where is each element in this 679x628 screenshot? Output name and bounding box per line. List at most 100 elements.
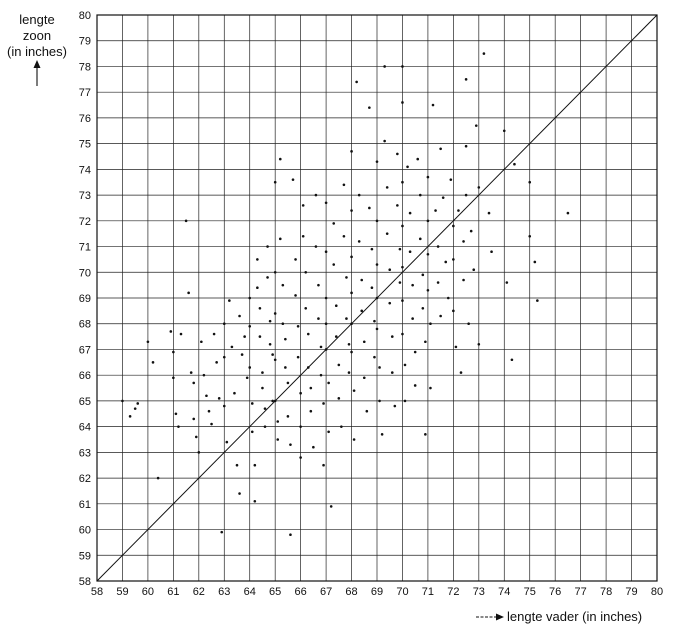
y-tick-label: 59 — [79, 550, 91, 562]
x-tick-label: 75 — [524, 586, 536, 598]
data-point — [462, 240, 465, 243]
data-point — [334, 335, 338, 338]
data-point — [271, 353, 274, 356]
data-point — [222, 355, 226, 359]
data-point — [360, 309, 364, 313]
data-point — [375, 263, 379, 266]
data-point — [314, 193, 318, 197]
data-point — [296, 355, 300, 359]
x-tick-label: 64 — [244, 586, 256, 598]
data-point — [352, 438, 356, 441]
data-point — [421, 306, 425, 310]
data-point — [385, 232, 389, 235]
data-point — [299, 425, 302, 428]
y-tick-label: 62 — [79, 473, 91, 485]
data-point — [416, 157, 420, 161]
data-point — [189, 371, 193, 374]
data-point — [401, 265, 404, 269]
data-point — [472, 268, 476, 272]
data-point — [258, 335, 262, 338]
data-point — [284, 366, 287, 369]
data-point — [281, 283, 285, 287]
data-point — [469, 229, 473, 233]
data-point — [362, 376, 366, 380]
data-point — [296, 325, 300, 328]
x-tick-label: 79 — [625, 586, 637, 598]
data-point — [370, 247, 374, 251]
x-tick-label: 71 — [422, 586, 434, 598]
data-point — [566, 211, 570, 215]
data-point — [452, 224, 455, 228]
data-point — [408, 211, 412, 215]
data-point — [373, 319, 376, 323]
x-tick-label: 70 — [396, 586, 408, 598]
data-point — [426, 252, 430, 256]
data-point — [411, 317, 414, 320]
x-tick-label: 68 — [345, 586, 357, 598]
data-point — [340, 425, 343, 428]
data-point — [256, 286, 259, 290]
data-point — [273, 180, 277, 184]
data-point — [215, 361, 218, 364]
data-point — [121, 399, 124, 403]
data-point — [505, 281, 509, 284]
y-tick-label: 80 — [79, 10, 91, 22]
data-point — [322, 402, 325, 405]
data-point — [263, 425, 267, 428]
data-point — [357, 240, 361, 243]
data-point — [362, 340, 366, 344]
data-point — [238, 314, 241, 318]
y-tick-label: 71 — [79, 242, 91, 254]
data-point — [332, 222, 336, 225]
data-point — [426, 175, 430, 179]
data-point — [375, 219, 379, 223]
data-point — [172, 350, 175, 354]
data-point — [324, 322, 328, 326]
data-point — [309, 386, 313, 390]
data-point — [411, 283, 414, 287]
y-tick-label: 64 — [79, 422, 91, 434]
x-tick-label: 60 — [142, 586, 154, 598]
data-point — [350, 350, 353, 354]
data-point — [263, 407, 267, 410]
data-point — [464, 193, 468, 197]
y-tick-label: 73 — [79, 190, 91, 202]
data-point — [222, 322, 226, 326]
data-point — [368, 206, 371, 210]
data-point — [327, 430, 330, 434]
data-point — [286, 415, 290, 418]
data-point — [212, 332, 216, 336]
data-point — [424, 340, 427, 344]
data-point — [474, 124, 478, 127]
data-point — [309, 409, 313, 413]
y-tick-label: 79 — [79, 36, 91, 48]
data-point — [294, 294, 297, 297]
y-tick-label: 67 — [79, 344, 91, 356]
data-point — [385, 186, 389, 189]
x-tick-label: 65 — [269, 586, 281, 598]
data-point — [133, 407, 137, 410]
plot-frame — [96, 14, 658, 582]
data-point — [253, 499, 257, 503]
x-tick-label: 59 — [116, 586, 128, 598]
data-point — [248, 366, 252, 369]
x-tick-label: 63 — [218, 586, 230, 598]
y-tick-label: 69 — [79, 293, 91, 305]
y-tick-label: 68 — [79, 319, 91, 331]
data-point — [217, 397, 221, 400]
x-tick-label: 72 — [447, 586, 459, 598]
data-point — [324, 250, 328, 253]
data-point — [352, 389, 356, 392]
data-point — [306, 332, 310, 336]
data-point — [268, 343, 272, 346]
y-axis-label-line-1: lengte — [19, 12, 54, 27]
data-point — [401, 332, 404, 336]
data-point — [278, 237, 282, 241]
data-point — [429, 322, 432, 326]
y-tick-label: 78 — [79, 61, 91, 73]
data-point — [401, 101, 404, 104]
data-point — [248, 296, 252, 300]
data-point — [413, 384, 417, 387]
data-point — [261, 386, 264, 390]
